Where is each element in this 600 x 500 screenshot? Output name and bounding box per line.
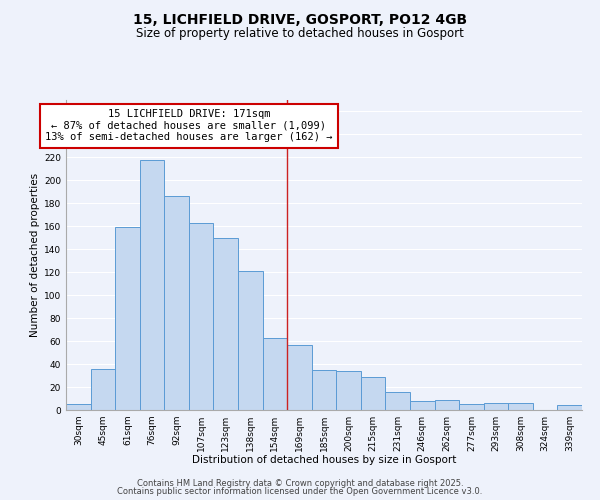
Bar [238, 271, 263, 410]
Text: 15 LICHFIELD DRIVE: 171sqm
← 87% of detached houses are smaller (1,099)
13% of s: 15 LICHFIELD DRIVE: 171sqm ← 87% of deta… [45, 109, 332, 142]
X-axis label: Distribution of detached houses by size in Gosport: Distribution of detached houses by size … [192, 456, 456, 466]
Bar [434, 400, 459, 410]
Bar [66, 404, 91, 410]
Bar [557, 406, 582, 410]
Bar [459, 404, 484, 410]
Bar [214, 238, 238, 410]
Text: Contains HM Land Registry data © Crown copyright and database right 2025.: Contains HM Land Registry data © Crown c… [137, 478, 463, 488]
Bar [189, 223, 214, 410]
Bar [385, 392, 410, 410]
Bar [410, 401, 434, 410]
Text: Size of property relative to detached houses in Gosport: Size of property relative to detached ho… [136, 28, 464, 40]
Bar [508, 403, 533, 410]
Text: Contains public sector information licensed under the Open Government Licence v3: Contains public sector information licen… [118, 487, 482, 496]
Bar [263, 338, 287, 410]
Bar [484, 403, 508, 410]
Text: 15, LICHFIELD DRIVE, GOSPORT, PO12 4GB: 15, LICHFIELD DRIVE, GOSPORT, PO12 4GB [133, 12, 467, 26]
Y-axis label: Number of detached properties: Number of detached properties [30, 173, 40, 337]
Bar [91, 368, 115, 410]
Bar [361, 376, 385, 410]
Bar [312, 370, 336, 410]
Bar [115, 228, 140, 410]
Bar [287, 344, 312, 410]
Bar [336, 371, 361, 410]
Bar [164, 196, 189, 410]
Bar [140, 160, 164, 410]
